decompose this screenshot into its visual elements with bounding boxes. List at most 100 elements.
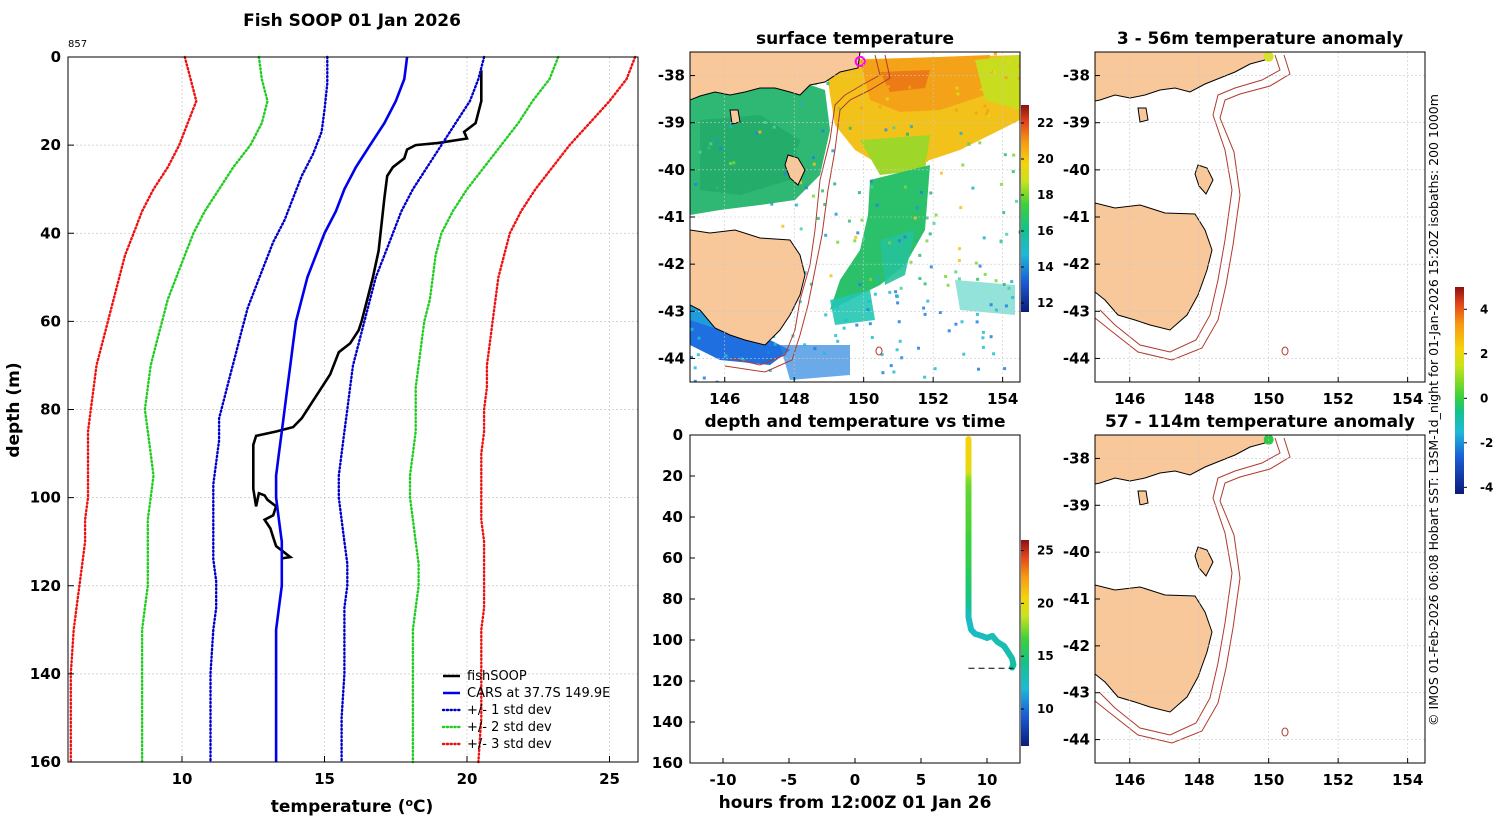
sst-speckle-pixel xyxy=(925,239,929,243)
sst-speckle-pixel xyxy=(799,102,803,106)
sst-speckle-pixel xyxy=(903,235,907,239)
sst-speckle-pixel xyxy=(702,96,706,100)
sst-speckle-pixel xyxy=(977,367,980,371)
legend-label-cars: CARS at 37.7S 149.9E xyxy=(467,686,610,701)
sst-speckle-pixel xyxy=(920,191,923,194)
sst-speckle-pixel xyxy=(836,339,840,343)
depth-time-y-tick-label: 140 xyxy=(652,713,683,731)
sst-y-tick-label: -44 xyxy=(658,349,685,367)
anom-lower-ticks: 146 148 150 152 154 -38 -39 -40 -41 -42 -43 -44 xyxy=(1063,449,1423,789)
sst-speckle-pixel xyxy=(928,232,932,236)
sst-speckle-pixel xyxy=(847,219,851,223)
profile-y-tick-label: 60 xyxy=(40,312,61,330)
sst-speckle-pixel xyxy=(917,346,920,350)
profile-y-tick-label: 120 xyxy=(30,577,61,595)
sst-speckle-pixel xyxy=(758,130,762,134)
sst-speckle-pixel xyxy=(939,171,943,175)
sst-speckle-pixel xyxy=(959,131,963,135)
depth-time-y-tick-label: 60 xyxy=(662,549,683,567)
sst-speckle-pixel xyxy=(835,306,839,310)
sst-y-tick-label: -40 xyxy=(658,161,685,179)
sst-speckle-pixel xyxy=(869,179,873,183)
anom-lower-tasmania xyxy=(1095,584,1213,713)
sst-speckle-pixel xyxy=(967,142,971,146)
sst-speckle-pixel xyxy=(960,320,964,324)
sst-cb-tick-label: 22 xyxy=(1037,116,1054,130)
anom-lower-seamount xyxy=(1281,727,1289,737)
anom-lower-flinders xyxy=(1194,546,1214,577)
sst-speckle-pixel xyxy=(881,371,885,375)
sst-speckle-pixel xyxy=(967,88,971,92)
anom-lower-isobath-1000 xyxy=(1095,437,1291,744)
profile-line-sd1b xyxy=(337,55,486,764)
sst-speckle-pixel xyxy=(821,129,825,133)
sst-speckle-pixel xyxy=(755,131,759,135)
sst-speckle-pixel xyxy=(833,182,837,186)
sst-speckle-pixel xyxy=(933,367,937,371)
sst-speckle-pixel xyxy=(888,241,892,245)
sst-speckle-pixel xyxy=(867,299,871,303)
sst-speckle-pixel xyxy=(978,264,982,268)
sst-speckle-pixel xyxy=(1018,230,1020,234)
sst-speckle-pixel xyxy=(1004,76,1008,79)
sst-speckle-pixel xyxy=(1018,76,1020,80)
anom-upper-x-tick-label: 150 xyxy=(1253,390,1284,408)
anom-upper-x-tick-label: 146 xyxy=(1114,390,1145,408)
sst-speckle-pixel xyxy=(876,276,880,280)
profile-line-fish xyxy=(252,70,483,560)
depth-time-title: depth and temperature vs time xyxy=(705,412,1006,432)
sst-speckle-pixel xyxy=(985,112,989,116)
sst-speckle-pixel xyxy=(875,203,879,207)
sst-speckle-pixel xyxy=(880,353,884,356)
sst-speckle-pixel xyxy=(873,292,877,296)
sst-cb-tick-label: 14 xyxy=(1037,260,1054,274)
sst-speckle-pixel xyxy=(1005,232,1009,236)
sst-speckle-pixel xyxy=(915,206,919,210)
sst-speckle-pixel xyxy=(848,126,852,130)
sst-speckle-pixel xyxy=(803,343,807,347)
sst-speckle-pixel xyxy=(957,247,961,251)
profile-y-tick-label: 140 xyxy=(30,665,61,683)
anom-lower-y-tick-label: -41 xyxy=(1063,590,1090,608)
anom-upper-grid xyxy=(1095,52,1425,382)
profile-y-tick-label: 100 xyxy=(30,489,61,507)
sst-speckle-pixel xyxy=(763,120,767,124)
sst-speckle-pixel xyxy=(925,159,928,162)
profile-panel: 857 Fish SOOP 01 Jan 2026 10 15 20 25 0 20 40… xyxy=(4,11,639,817)
sst-speckle-pixel xyxy=(806,165,810,169)
sst-map-panel: surface temperature xyxy=(658,29,1054,408)
sst-speckle-pixel xyxy=(856,231,860,235)
sst-speckle-pixel xyxy=(992,352,996,356)
depth-time-colorbar-ticks: 10 15 20 25 xyxy=(1021,544,1054,716)
sst-speckle-pixel xyxy=(860,218,864,222)
sst-speckle-pixel xyxy=(923,375,927,379)
sst-speckle-pixel xyxy=(892,370,896,374)
sst-speckle-pixel xyxy=(829,274,833,278)
sst-speckle-pixel xyxy=(878,105,882,109)
profile-line-sd3 xyxy=(69,55,198,764)
sst-speckle-pixel xyxy=(922,306,926,310)
sst-x-tick-label: 150 xyxy=(848,390,879,408)
sst-speckle-pixel xyxy=(898,99,902,103)
anom-upper-y-tick-label: -42 xyxy=(1063,255,1090,273)
sst-speckle-pixel xyxy=(900,356,904,360)
anom-upper-y-tick-label: -40 xyxy=(1063,161,1090,179)
sst-speckle-pixel xyxy=(834,212,838,216)
sst-speckle-pixel xyxy=(938,311,942,314)
sst-cb-tick-label: 12 xyxy=(1037,296,1054,310)
anom-upper-y-tick-label: -41 xyxy=(1063,208,1090,226)
sst-speckle-pixel xyxy=(979,90,983,94)
anom-lower-title: 57 - 114m temperature anomaly xyxy=(1105,412,1415,432)
sst-speckle-pixel xyxy=(999,240,1003,244)
sst-colorbar-ticks: 12 14 16 18 20 22 xyxy=(1021,116,1054,310)
depth-time-x-tick-label: -10 xyxy=(709,771,736,789)
sst-speckle-pixel xyxy=(981,330,985,334)
sst-speckle-pixel xyxy=(892,126,896,130)
sst-speckle-pixel xyxy=(824,313,828,317)
sst-speckle-pixel xyxy=(740,357,744,361)
sst-isobaths xyxy=(724,54,891,373)
sst-speckle-pixel xyxy=(809,282,813,286)
sst-speckle-pixel xyxy=(1003,153,1007,157)
profile-grid xyxy=(68,56,638,763)
sst-speckle-pixel xyxy=(690,355,693,359)
